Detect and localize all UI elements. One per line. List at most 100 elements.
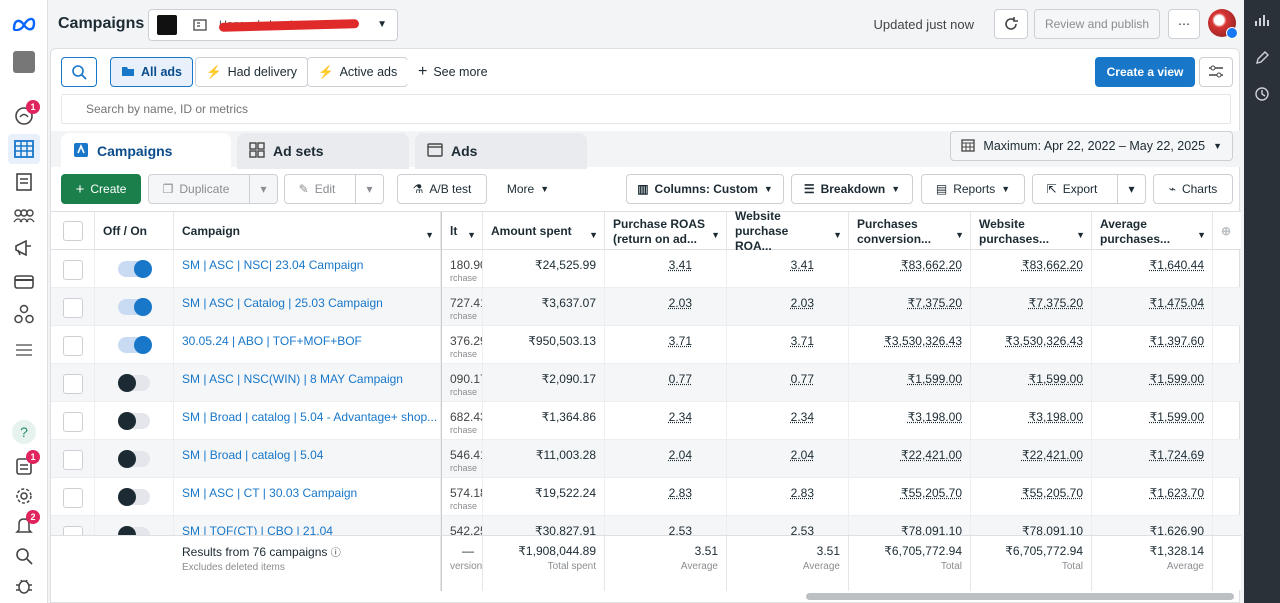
help-icon[interactable]: ?: [12, 420, 36, 444]
tab-campaigns[interactable]: Campaigns: [61, 133, 231, 169]
tab-ad-sets[interactable]: Ad sets: [237, 133, 409, 169]
purchases-conversion-cell[interactable]: ₹1,599.00: [849, 364, 971, 402]
export-button[interactable]: ⇱ Export ▾: [1032, 174, 1146, 204]
megaphone-icon[interactable]: [12, 236, 36, 260]
average-purchases-cell[interactable]: ₹1,475.04: [1092, 288, 1213, 326]
inbox-icon[interactable]: 1: [12, 450, 40, 478]
add-column-icon[interactable]: ⊕: [1221, 224, 1232, 238]
row-checkbox[interactable]: [63, 488, 83, 508]
filter-had-delivery[interactable]: ⚡ Had delivery: [195, 57, 309, 87]
website-roas-cell[interactable]: 3.71: [727, 326, 849, 364]
table-row[interactable]: SM | ASC | Catalog | 25.03 Campaign 727.4…: [51, 288, 1241, 326]
delivery-toggle[interactable]: [118, 336, 152, 354]
website-purchases-cell[interactable]: ₹22,421.00: [971, 440, 1092, 478]
website-roas-cell[interactable]: 0.77: [727, 364, 849, 402]
purchase-roas-cell[interactable]: 3.41: [605, 250, 727, 288]
filter-active-ads[interactable]: ⚡ Active ads: [307, 57, 409, 87]
create-view-button[interactable]: Create a view: [1095, 57, 1195, 87]
date-range-picker[interactable]: Maximum: Apr 22, 2022 – May 22, 2025 ▼: [950, 131, 1233, 161]
account-selector[interactable]: Haganela | ... 4... ▼: [148, 9, 398, 41]
website-purchases-cell[interactable]: ₹83,662.20: [971, 250, 1092, 288]
alerts-bell-icon[interactable]: 2: [12, 510, 40, 538]
col-purchase-roas[interactable]: Purchase ROAS (return on ad... ▼: [605, 212, 727, 251]
chevron-down-icon[interactable]: ▾: [355, 175, 383, 203]
purchases-conversion-cell[interactable]: ₹22,421.00: [849, 440, 971, 478]
delivery-toggle[interactable]: [118, 450, 150, 468]
average-purchases-cell[interactable]: ₹1,623.70: [1092, 478, 1213, 516]
more-options-button[interactable]: ⋯: [1168, 9, 1200, 39]
website-roas-cell[interactable]: 2.83: [727, 478, 849, 516]
website-roas-cell[interactable]: 2.04: [727, 440, 849, 478]
website-roas-cell[interactable]: 2.34: [727, 402, 849, 440]
see-more-button[interactable]: + See more: [407, 57, 499, 87]
col-amount-spent[interactable]: Amount spent ▼: [483, 212, 605, 251]
delivery-toggle[interactable]: [118, 298, 152, 316]
purchase-roas-cell[interactable]: 2.03: [605, 288, 727, 326]
columns-button[interactable]: ▥ Columns: Custom ▼: [626, 174, 784, 204]
delivery-toggle[interactable]: [118, 374, 150, 392]
row-checkbox[interactable]: [63, 336, 83, 356]
info-icon[interactable]: ⓘ: [330, 548, 341, 559]
ab-test-button[interactable]: ⚗ A/B test: [397, 174, 487, 204]
history-clock-icon[interactable]: [1254, 86, 1270, 102]
delivery-toggle[interactable]: [118, 260, 152, 278]
refresh-button[interactable]: [994, 9, 1028, 39]
col-purchases-conversion[interactable]: Purchases conversion... ▼: [849, 212, 971, 251]
average-purchases-cell[interactable]: ₹1,397.60: [1092, 326, 1213, 364]
bar-chart-icon[interactable]: [1254, 12, 1270, 28]
average-purchases-cell[interactable]: ₹1,724.69: [1092, 440, 1213, 478]
search-icon[interactable]: [12, 544, 36, 568]
purchase-roas-cell[interactable]: 3.71: [605, 326, 727, 364]
charts-button[interactable]: ⌁ Charts: [1153, 174, 1233, 204]
row-checkbox[interactable]: [63, 298, 83, 318]
more-button[interactable]: More ▼: [497, 174, 559, 204]
purchases-conversion-cell[interactable]: ₹83,662.20: [849, 250, 971, 288]
horizontal-scrollbar[interactable]: [806, 593, 1234, 600]
pages-icon[interactable]: [12, 170, 36, 194]
average-purchases-cell[interactable]: ₹1,640.44: [1092, 250, 1213, 288]
review-publish-button[interactable]: Review and publish: [1034, 9, 1160, 39]
website-purchases-cell[interactable]: ₹3,530,326.43: [971, 326, 1092, 364]
business-tools-icon[interactable]: [12, 302, 36, 326]
col-campaign[interactable]: Campaign ▼: [174, 212, 441, 251]
website-purchases-cell[interactable]: ₹55,205.70: [971, 478, 1092, 516]
website-roas-cell[interactable]: 3.41: [727, 250, 849, 288]
campaign-name-link[interactable]: 30.05.24 | ABO | TOF+MOF+BOF: [174, 326, 441, 364]
chevron-down-icon[interactable]: ▾: [1117, 175, 1145, 203]
purchases-conversion-cell[interactable]: ₹55,205.70: [849, 478, 971, 516]
campaign-name-link[interactable]: SM | ASC | NSC| 23.04 Campaign: [174, 250, 441, 288]
audiences-icon[interactable]: [12, 204, 36, 228]
row-checkbox[interactable]: [63, 412, 83, 432]
purchase-roas-cell[interactable]: 2.04: [605, 440, 727, 478]
col-website-purchases[interactable]: Website purchases... ▼: [971, 212, 1092, 251]
website-purchases-cell[interactable]: ₹1,599.00: [971, 364, 1092, 402]
col-results-fragment[interactable]: lt ▼: [441, 212, 483, 251]
row-checkbox[interactable]: [63, 450, 83, 470]
website-roas-cell[interactable]: 2.03: [727, 288, 849, 326]
ads-manager-table-icon[interactable]: [8, 134, 40, 164]
avatar[interactable]: [1208, 9, 1238, 39]
purchases-conversion-cell[interactable]: ₹7,375.20: [849, 288, 971, 326]
website-purchases-cell[interactable]: ₹7,375.20: [971, 288, 1092, 326]
view-settings-button[interactable]: [1199, 57, 1233, 87]
search-toggle-button[interactable]: [61, 57, 97, 87]
select-all-checkbox[interactable]: [63, 221, 83, 241]
reports-button[interactable]: ▤ Reports ▼: [921, 174, 1025, 204]
table-row[interactable]: SM | Broad | catalog | 5.04 - Advantage+…: [51, 402, 1241, 440]
purchases-conversion-cell[interactable]: ₹3,530,326.43: [849, 326, 971, 364]
campaign-name-link[interactable]: SM | ASC | NSC(WIN) | 8 MAY Campaign: [174, 364, 441, 402]
campaign-name-link[interactable]: SM | Broad | catalog | 5.04: [174, 440, 441, 478]
tab-ads[interactable]: Ads: [415, 133, 587, 169]
col-website-roas[interactable]: Website purchase ROA... ▼: [727, 211, 849, 253]
campaign-name-link[interactable]: SM | ASC | CT | 30.03 Campaign: [174, 478, 441, 516]
purchase-roas-cell[interactable]: 0.77: [605, 364, 727, 402]
edit-button[interactable]: ✎ Edit ▾: [284, 174, 384, 204]
row-checkbox[interactable]: [63, 374, 83, 394]
purchase-roas-cell[interactable]: 2.34: [605, 402, 727, 440]
table-row[interactable]: SM | Broad | catalog | 5.04546.41rchase₹…: [51, 440, 1241, 478]
meta-logo-icon[interactable]: [12, 12, 36, 36]
chevron-down-icon[interactable]: ▾: [249, 175, 277, 203]
table-row[interactable]: 30.05.24 | ABO | TOF+MOF+BOF376.29rchase…: [51, 326, 1241, 364]
menu-icon[interactable]: [12, 338, 36, 362]
col-average-purchases[interactable]: Average purchases... ▼: [1092, 212, 1213, 251]
